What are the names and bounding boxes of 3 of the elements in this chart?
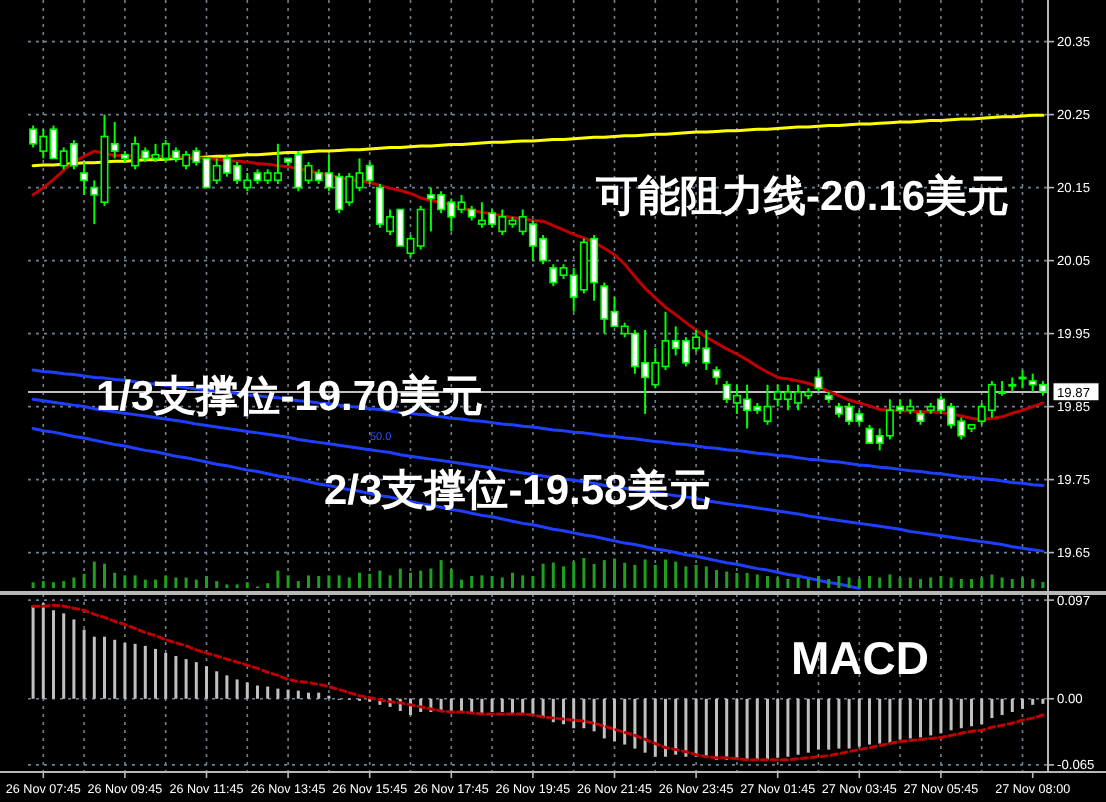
annotation: 可能阻力线-20.16美元 [594,172,1010,220]
text: MACD [791,632,929,684]
line-series [31,426,861,590]
